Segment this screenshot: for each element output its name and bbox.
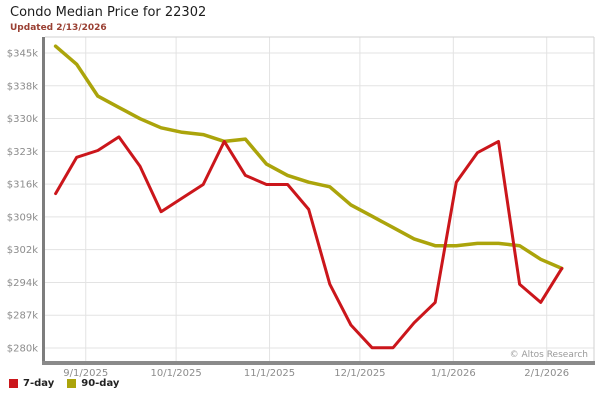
legend-item-7-day: 7-day: [9, 378, 54, 389]
x-tick-label: 12/1/2025: [334, 368, 385, 379]
y-tick-label: $345k: [7, 49, 38, 60]
legend-label-7-day: 7-day: [23, 378, 55, 389]
watermark: © Altos Research: [510, 350, 588, 360]
x-tick-label: 11/1/2025: [244, 368, 295, 379]
y-tick-label: $287k: [7, 311, 38, 322]
chart-title: Condo Median Price for 22302: [10, 5, 207, 20]
y-tick-label: $330k: [7, 114, 38, 125]
y-tick-label: $302k: [7, 245, 38, 256]
legend-label-90-day: 90-day: [81, 378, 120, 389]
legend-item-90-day: 90-day: [67, 378, 119, 389]
chart-legend: 7-day 90-day: [9, 378, 119, 389]
legend-swatch-90-day-icon: [67, 379, 77, 388]
y-tick-label: $309k: [7, 212, 38, 223]
x-tick-label: 2/1/2026: [524, 368, 569, 379]
chart-updated-date: Updated 2/13/2026: [10, 23, 107, 33]
legend-swatch-7-day-icon: [9, 379, 18, 388]
x-axis-line: [42, 361, 595, 365]
y-tick-label: $338k: [7, 81, 38, 92]
y-tick-label: $323k: [7, 147, 38, 158]
x-tick-label: 1/1/2026: [431, 368, 476, 379]
series-line-90-day: [53, 44, 564, 271]
y-axis-line: [42, 37, 45, 365]
y-tick-label: $294k: [7, 278, 38, 289]
y-tick-label: $280k: [7, 344, 38, 355]
x-tick-label: 9/1/2025: [63, 368, 108, 379]
y-tick-label: $316k: [7, 180, 38, 191]
series-line-7-day: [54, 135, 564, 350]
x-tick-label: 10/1/2025: [150, 368, 201, 379]
